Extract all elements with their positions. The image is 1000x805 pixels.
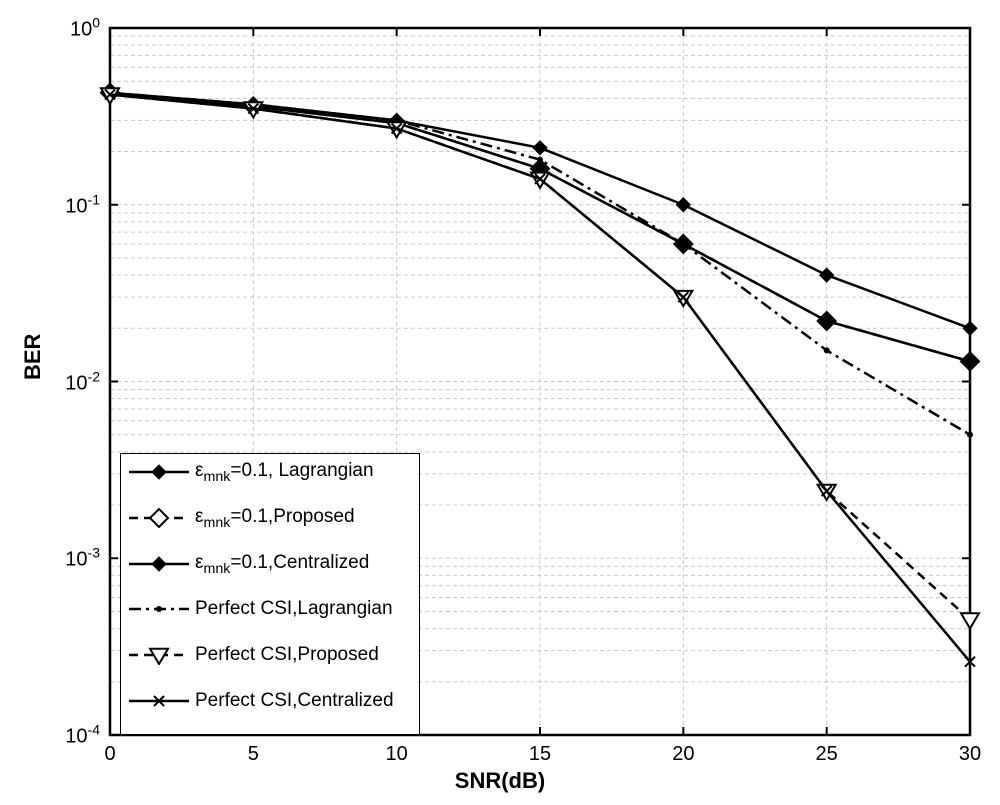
legend-label: Perfect CSI,Proposed (195, 644, 379, 666)
legend-row: εmnk=0.1, Lagrangian (129, 460, 374, 485)
x-tick-label: 30 (959, 743, 981, 766)
legend-row: εmnk=0.1,Proposed (129, 506, 355, 531)
x-tick-label: 10 (386, 743, 408, 766)
legend-row: Perfect CSI,Lagrangian (129, 598, 393, 620)
ber-vs-snr-chart: BER SNR(dB) 0 5 10 15 20 25 30 100 10-1 10-2 10-3 1… (0, 0, 1000, 800)
x-tick-label: 15 (529, 743, 551, 766)
legend-row: Perfect CSI,Proposed (129, 644, 379, 666)
y-tick-label: 10-2 (65, 368, 100, 395)
y-tick-label: 10-3 (65, 545, 100, 572)
x-tick-label: 0 (104, 743, 115, 766)
y-tick-label: 100 (70, 15, 100, 42)
y-tick-label: 10-1 (65, 191, 100, 218)
x-axis-label: SNR(dB) (455, 768, 545, 794)
x-tick-label: 25 (816, 743, 838, 766)
legend-label: εmnk=0.1,Centralized (195, 552, 369, 577)
x-tick-label: 20 (672, 743, 694, 766)
legend-row: Perfect CSI,Centralized (129, 690, 394, 712)
legend-label: Perfect CSI,Lagrangian (195, 598, 393, 620)
y-tick-label: 10-4 (65, 722, 100, 749)
legend-label: εmnk=0.1, Lagrangian (195, 460, 374, 485)
legend: εmnk=0.1, Lagrangian εmnk=0.1,Proposed εmn… (120, 453, 420, 735)
y-axis-label: BER (20, 334, 46, 380)
legend-row: εmnk=0.1,Centralized (129, 552, 369, 577)
legend-label: Perfect CSI,Centralized (195, 690, 394, 712)
x-tick-label: 5 (248, 743, 259, 766)
legend-label: εmnk=0.1,Proposed (195, 506, 355, 531)
